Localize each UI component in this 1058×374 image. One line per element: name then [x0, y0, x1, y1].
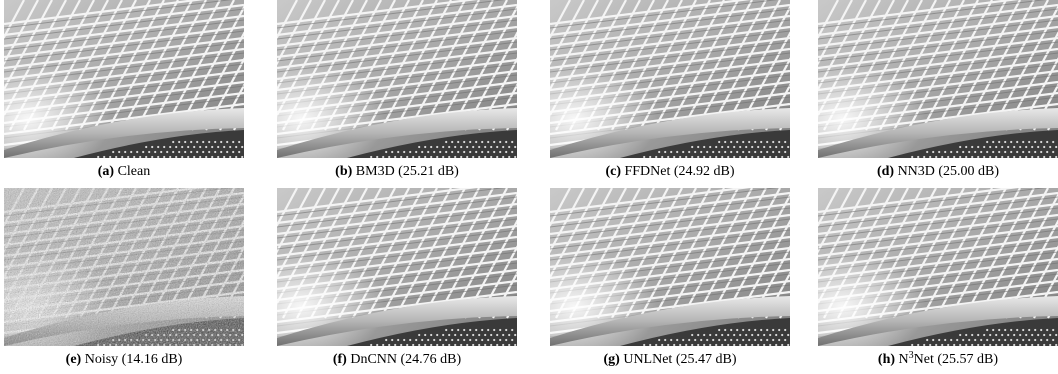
photo-render: [4, 188, 244, 346]
photo-render: [550, 0, 790, 158]
caption-letter: (e): [65, 352, 82, 367]
caption-letter: (g): [603, 352, 620, 367]
caption-c: (c) FFDNet (24.92 dB): [550, 164, 790, 180]
caption-letter: (c): [605, 164, 621, 179]
image-clean: [4, 0, 244, 158]
caption-letter: (f): [332, 352, 347, 367]
photo-render: [277, 0, 517, 158]
caption-text: Clean: [117, 164, 151, 179]
caption-text: DnCNN (24.76 dB): [350, 352, 462, 367]
photo-render: [550, 188, 790, 346]
caption-e: (e) Noisy (14.16 dB): [4, 352, 244, 368]
photo-render: [818, 188, 1058, 346]
caption-d: (d) NN3D (25.00 dB): [818, 164, 1058, 180]
caption-f: (f) DnCNN (24.76 dB): [277, 352, 517, 368]
caption-letter: (h): [877, 352, 896, 367]
caption-text-prefix: N: [898, 352, 909, 367]
caption-letter: (a): [97, 164, 115, 179]
photo-render: [277, 188, 517, 346]
image-nn3d: [818, 0, 1058, 158]
caption-letter: (d): [876, 164, 895, 179]
caption-letter: (b): [335, 164, 353, 179]
image-ffdnet: [550, 0, 790, 158]
caption-text: UNLNet (25.47 dB): [623, 352, 737, 367]
caption-text: Noisy (14.16 dB): [84, 352, 183, 367]
image-noisy: [4, 188, 244, 346]
image-n3net: [818, 188, 1058, 346]
caption-superscript: 3: [908, 350, 914, 361]
image-bm3d: [277, 0, 517, 158]
caption-h: (h) N3Net (25.57 dB): [818, 350, 1058, 368]
photo-render: [818, 0, 1058, 158]
caption-text: BM3D (25.21 dB): [355, 164, 459, 179]
image-unlnet: [550, 188, 790, 346]
image-dncnn: [277, 188, 517, 346]
caption-a: (a) Clean: [4, 164, 244, 180]
photo-render: [4, 0, 244, 158]
caption-b: (b) BM3D (25.21 dB): [277, 164, 517, 180]
caption-text-suffix: Net (25.57 dB): [913, 352, 999, 367]
caption-text: NN3D (25.00 dB): [897, 164, 1000, 179]
caption-text: FFDNet (24.92 dB): [624, 164, 735, 179]
caption-g: (g) UNLNet (25.47 dB): [550, 352, 790, 368]
